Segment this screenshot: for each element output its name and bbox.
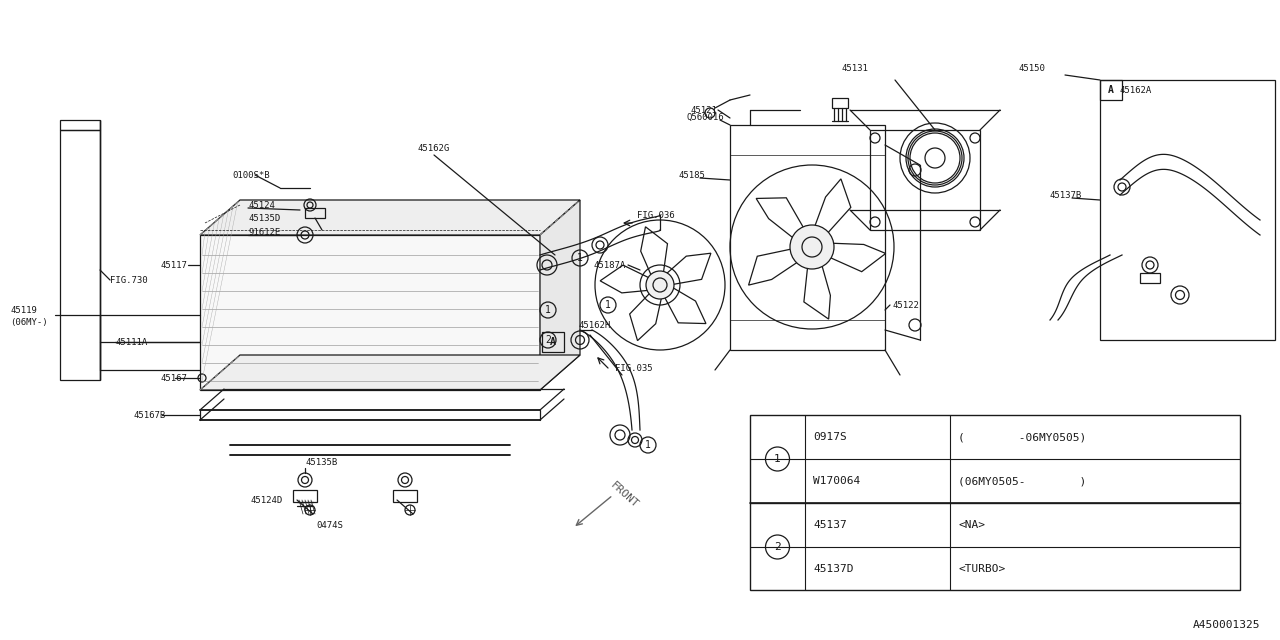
Text: 45131: 45131 bbox=[841, 63, 868, 72]
Text: 1: 1 bbox=[577, 253, 582, 263]
Text: 45111A: 45111A bbox=[115, 337, 147, 346]
Bar bbox=[305, 208, 325, 218]
Polygon shape bbox=[200, 200, 580, 235]
Text: 1: 1 bbox=[774, 454, 781, 464]
Text: 45137B: 45137B bbox=[1050, 191, 1083, 200]
Bar bbox=[1100, 80, 1123, 100]
Text: 45124: 45124 bbox=[248, 200, 275, 209]
Bar bbox=[730, 125, 884, 350]
Circle shape bbox=[646, 271, 675, 299]
Text: 45121: 45121 bbox=[690, 106, 717, 115]
Text: 1: 1 bbox=[605, 300, 611, 310]
Text: 91612E: 91612E bbox=[248, 227, 280, 237]
Text: FIG.730: FIG.730 bbox=[110, 275, 147, 285]
Text: (06MY0505-        ): (06MY0505- ) bbox=[957, 476, 1087, 486]
Text: <NA>: <NA> bbox=[957, 520, 986, 530]
Text: 45187A: 45187A bbox=[594, 260, 626, 269]
Text: 45162G: 45162G bbox=[417, 143, 451, 152]
Text: FIG.035: FIG.035 bbox=[614, 364, 653, 372]
Text: (06MY-): (06MY-) bbox=[10, 317, 47, 326]
Text: <TURBO>: <TURBO> bbox=[957, 564, 1005, 574]
Bar bbox=[832, 98, 849, 108]
Text: 45185: 45185 bbox=[678, 170, 705, 179]
Text: 0100S*B: 0100S*B bbox=[232, 170, 270, 179]
Text: 45124D: 45124D bbox=[250, 495, 283, 504]
Text: 45119: 45119 bbox=[10, 305, 37, 314]
Text: 45162A: 45162A bbox=[1120, 86, 1152, 95]
Text: 45135B: 45135B bbox=[305, 458, 337, 467]
Bar bbox=[393, 490, 417, 502]
Polygon shape bbox=[540, 200, 580, 390]
Text: A: A bbox=[1108, 85, 1114, 95]
Text: W170064: W170064 bbox=[813, 476, 860, 486]
Text: 0917S: 0917S bbox=[813, 432, 847, 442]
Text: 1: 1 bbox=[545, 305, 550, 315]
Text: 45162H: 45162H bbox=[579, 321, 611, 330]
Text: 2: 2 bbox=[545, 335, 550, 345]
Text: 45167B: 45167B bbox=[133, 410, 165, 419]
Bar bbox=[1100, 80, 1275, 340]
Text: 45137: 45137 bbox=[813, 520, 847, 530]
Text: FIG.036: FIG.036 bbox=[637, 211, 675, 220]
Text: 1: 1 bbox=[645, 440, 652, 450]
Circle shape bbox=[790, 225, 835, 269]
Text: 45137D: 45137D bbox=[813, 564, 854, 574]
Bar bbox=[293, 490, 317, 502]
Text: 45150: 45150 bbox=[1019, 63, 1046, 72]
Text: 45135D: 45135D bbox=[248, 214, 280, 223]
Bar bbox=[541, 332, 564, 352]
Polygon shape bbox=[200, 235, 540, 390]
Text: Q560016: Q560016 bbox=[686, 113, 723, 122]
Text: 0474S: 0474S bbox=[316, 520, 343, 529]
Text: 2: 2 bbox=[774, 542, 781, 552]
Bar bbox=[870, 130, 980, 230]
Text: FRONT: FRONT bbox=[608, 480, 640, 510]
Text: 45117: 45117 bbox=[160, 260, 187, 269]
Polygon shape bbox=[200, 355, 580, 390]
Text: 45167: 45167 bbox=[160, 374, 187, 383]
Bar bbox=[750, 415, 1240, 590]
Text: A: A bbox=[550, 337, 556, 347]
Bar bbox=[1140, 273, 1160, 283]
Text: (        -06MY0505): ( -06MY0505) bbox=[957, 432, 1087, 442]
Text: A450001325: A450001325 bbox=[1193, 620, 1260, 630]
Text: 45122: 45122 bbox=[892, 301, 919, 310]
